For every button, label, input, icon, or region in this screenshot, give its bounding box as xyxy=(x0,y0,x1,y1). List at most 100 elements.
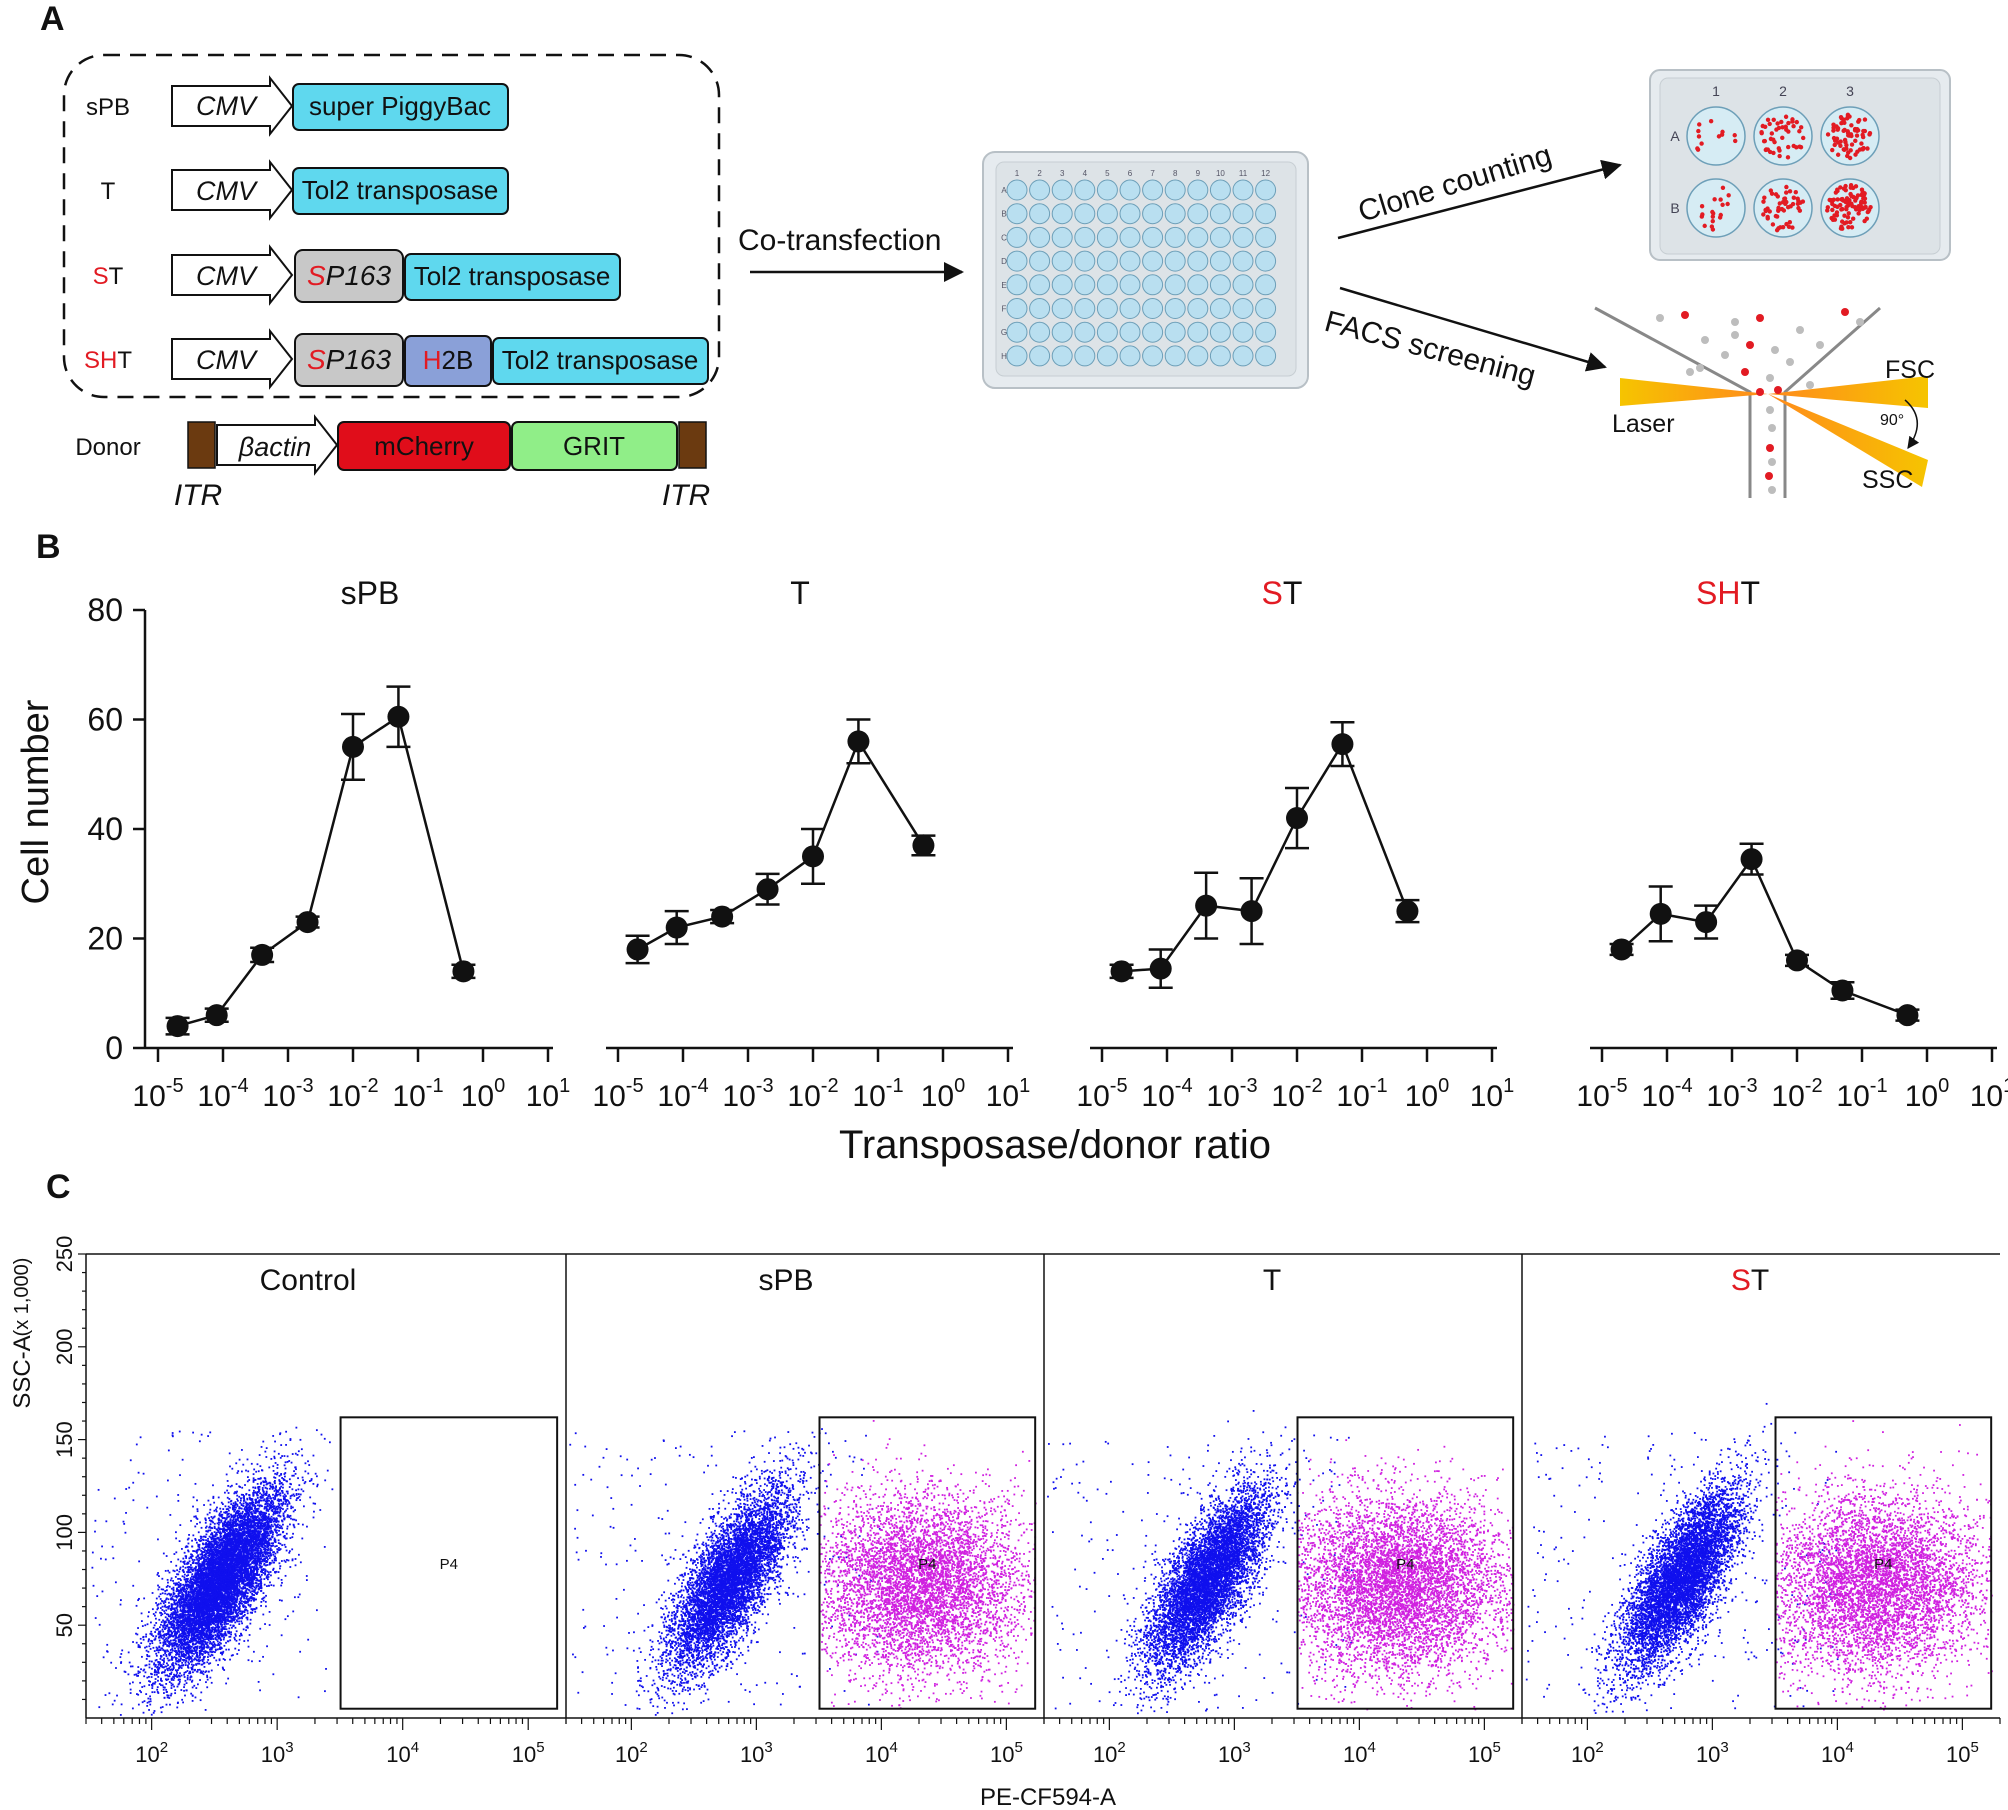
colony-dot xyxy=(1786,145,1790,149)
facs-channel-left xyxy=(1595,308,1750,498)
donor-label: Donor xyxy=(75,434,140,461)
event-negative xyxy=(145,1634,147,1636)
event-negative xyxy=(196,1499,198,1501)
plate96-well xyxy=(1030,204,1050,224)
colony-dot xyxy=(1796,197,1800,201)
event-negative xyxy=(282,1487,284,1489)
event-negative xyxy=(155,1622,157,1624)
plate96-well xyxy=(1120,251,1140,271)
colony-dot xyxy=(1855,133,1859,137)
colony-dot xyxy=(1786,129,1790,133)
event-negative xyxy=(215,1660,217,1662)
event-negative xyxy=(132,1681,134,1683)
colony-dot xyxy=(1794,190,1798,194)
event-negative xyxy=(276,1535,278,1537)
plate96-well xyxy=(1007,346,1027,366)
y-tick-label: 0 xyxy=(105,1030,123,1066)
event-negative xyxy=(151,1640,153,1642)
plate96-well xyxy=(1075,346,1095,366)
colony-dot xyxy=(1790,119,1794,123)
event-negative xyxy=(266,1447,268,1449)
plate96-well xyxy=(1120,204,1140,224)
plate96-well xyxy=(1143,204,1163,224)
y-tick-label: 150 xyxy=(52,1421,77,1458)
plate96-well xyxy=(1075,227,1095,247)
promoter-label: CMV xyxy=(196,176,259,206)
plate96-well xyxy=(1120,299,1140,319)
plate96-well xyxy=(1165,275,1185,295)
facs-schematic: Laser FSC SSC 90° xyxy=(1595,308,1935,498)
event-negative xyxy=(268,1467,270,1469)
x-tick-label: 10-3 xyxy=(722,1075,773,1113)
event-negative xyxy=(206,1661,208,1663)
data-point xyxy=(912,834,934,856)
grit-label: GRIT xyxy=(563,431,625,461)
event-negative xyxy=(199,1554,201,1556)
colony-dot xyxy=(1833,143,1837,147)
event-negative xyxy=(171,1687,173,1689)
event-negative xyxy=(177,1686,179,1688)
colony-dot xyxy=(1769,188,1773,192)
event-negative xyxy=(228,1515,230,1517)
facs-droplet xyxy=(1721,351,1729,359)
colony-dot xyxy=(1699,141,1703,145)
colony-dot xyxy=(1762,195,1766,199)
event-negative xyxy=(177,1559,179,1561)
event-negative xyxy=(259,1576,261,1578)
event-negative xyxy=(187,1665,189,1667)
y-tick-label: 250 xyxy=(52,1236,77,1273)
colony-dot xyxy=(1847,114,1851,118)
event-negative xyxy=(293,1493,295,1495)
event-negative xyxy=(264,1571,266,1573)
event-negative xyxy=(264,1623,266,1625)
event-negative xyxy=(173,1587,175,1589)
event-negative xyxy=(241,1513,243,1515)
event-negative xyxy=(208,1671,210,1673)
event-negative xyxy=(149,1704,151,1706)
event-negative xyxy=(146,1677,148,1679)
event-negative xyxy=(263,1564,265,1566)
event-negative xyxy=(130,1689,132,1691)
plate96-well xyxy=(1030,346,1050,366)
colony-dot xyxy=(1796,202,1800,206)
plate96-well xyxy=(1143,299,1163,319)
colony-dot xyxy=(1697,122,1701,126)
plate96-row-label: B xyxy=(1001,210,1006,219)
colony-dot xyxy=(1778,201,1782,205)
event-negative xyxy=(150,1631,152,1633)
event-negative xyxy=(290,1518,292,1520)
colony-dot xyxy=(1791,124,1795,128)
colony-dot xyxy=(1843,138,1847,142)
plate96-well xyxy=(1188,346,1208,366)
event-negative xyxy=(220,1648,222,1650)
colony-dot xyxy=(1849,185,1853,189)
plate96-well xyxy=(1233,204,1253,224)
colony-dot xyxy=(1844,207,1848,211)
plate96-well xyxy=(1188,275,1208,295)
event-negative xyxy=(144,1624,146,1626)
event-negative xyxy=(250,1591,252,1593)
event-negative xyxy=(160,1624,162,1626)
plate96-well xyxy=(1097,180,1117,200)
colony-dot xyxy=(1720,203,1724,207)
plate96-well xyxy=(1052,275,1072,295)
event-negative xyxy=(141,1620,143,1622)
event-negative xyxy=(293,1470,295,1472)
event-negative xyxy=(160,1603,162,1605)
event-negative xyxy=(187,1670,189,1672)
event-negative xyxy=(205,1530,207,1532)
event-negative xyxy=(215,1624,217,1626)
event-negative xyxy=(169,1586,171,1588)
event-negative xyxy=(277,1509,279,1511)
laser-label: Laser xyxy=(1612,410,1675,438)
colony-dot xyxy=(1726,193,1730,197)
colony-dot xyxy=(1842,117,1846,121)
data-point xyxy=(1286,807,1308,829)
plate96-well xyxy=(1233,299,1253,319)
event-negative xyxy=(240,1500,242,1502)
construct-name: sPB xyxy=(86,94,130,121)
plate96-row-label: G xyxy=(1001,328,1007,337)
event-negative xyxy=(244,1484,246,1486)
facs-plots: Control50100150200250102 103 104 105P4sPB10… xyxy=(52,1236,2000,1767)
data-point xyxy=(627,938,649,960)
